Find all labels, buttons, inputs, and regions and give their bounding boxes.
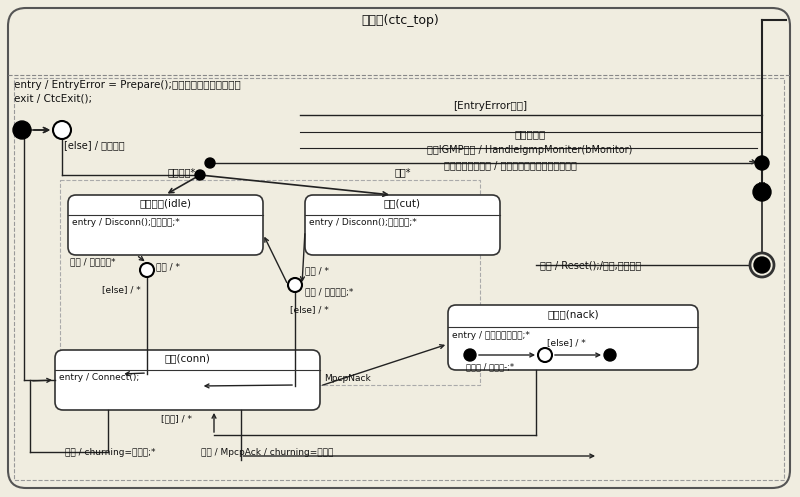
Text: [else] / 设为断开: [else] / 设为断开 bbox=[64, 140, 125, 150]
Text: 启动 / 清除空闲*: 启动 / 清除空闲* bbox=[70, 257, 115, 266]
FancyBboxPatch shape bbox=[448, 305, 698, 370]
Circle shape bbox=[754, 257, 770, 273]
Text: entry / Disconn();标记空闲;*: entry / Disconn();标记空闲;* bbox=[72, 218, 180, 227]
Circle shape bbox=[604, 349, 616, 361]
Circle shape bbox=[53, 121, 71, 139]
Text: 空闲状态(idle): 空闲状态(idle) bbox=[139, 198, 191, 208]
Circle shape bbox=[750, 253, 774, 277]
Text: 顶状态(ctc_top): 顶状态(ctc_top) bbox=[361, 14, 439, 27]
Bar bbox=[60, 180, 480, 385]
Circle shape bbox=[13, 121, 31, 139]
Circle shape bbox=[464, 349, 476, 361]
Text: entry / EntryError = Prepare();以通知实现方案进行准备: entry / EntryError = Prepare();以通知实现方案进行… bbox=[14, 80, 241, 90]
Circle shape bbox=[205, 158, 215, 168]
Circle shape bbox=[140, 263, 154, 277]
FancyBboxPatch shape bbox=[305, 195, 500, 255]
Text: entry / Disconn();标记断纤;*: entry / Disconn();标记断纤;* bbox=[309, 218, 417, 227]
FancyBboxPatch shape bbox=[68, 195, 263, 255]
Text: [超时] / *: [超时] / * bbox=[161, 414, 192, 423]
Text: 断纤 / *: 断纤 / * bbox=[156, 262, 180, 271]
Text: 断纤*: 断纤* bbox=[395, 167, 411, 177]
Text: [else] / *: [else] / * bbox=[547, 338, 586, 347]
Text: 空闲 / *: 空闲 / * bbox=[305, 266, 329, 275]
Text: 被拒绝(nack): 被拒绝(nack) bbox=[547, 309, 599, 319]
Text: 状态机错误: 状态机错误 bbox=[514, 129, 546, 139]
Text: 其他模块功能要求 / 处理及应答，应答到消息队列: 其他模块功能要求 / 处理及应答，应答到消息队列 bbox=[443, 160, 577, 170]
Text: 定时器 / 计数器-;*: 定时器 / 计数器-;* bbox=[466, 362, 514, 371]
Text: 监控IGMP请求 / HandleIgmpMoniter(bMonitor): 监控IGMP请求 / HandleIgmpMoniter(bMonitor) bbox=[427, 145, 633, 155]
FancyBboxPatch shape bbox=[8, 8, 790, 488]
Bar bbox=[14, 78, 784, 480]
Circle shape bbox=[755, 156, 769, 170]
Circle shape bbox=[753, 183, 771, 201]
Text: MpcpNack: MpcpNack bbox=[324, 374, 370, 383]
Circle shape bbox=[538, 348, 552, 362]
Text: 断纤 / Reset();/复位,不会返回: 断纤 / Reset();/复位,不会返回 bbox=[540, 260, 642, 270]
Circle shape bbox=[288, 278, 302, 292]
Text: [else] / *: [else] / * bbox=[290, 305, 329, 314]
Text: 接通 / MpcpAck / churning=第一次: 接通 / MpcpAck / churning=第一次 bbox=[201, 447, 333, 457]
Text: [EntryError有错]: [EntryError有错] bbox=[453, 101, 527, 111]
Text: 连接(conn): 连接(conn) bbox=[165, 353, 210, 363]
Text: 停止工作*: 停止工作* bbox=[168, 167, 196, 177]
Text: exit / CtcExit();: exit / CtcExit(); bbox=[14, 93, 92, 103]
Text: 接通 / churning=第一次;*: 接通 / churning=第一次;* bbox=[65, 447, 155, 457]
Text: entry / 设置超时计数器;*: entry / 设置超时计数器;* bbox=[452, 331, 530, 340]
Text: entry / Connect();: entry / Connect(); bbox=[59, 373, 139, 382]
FancyBboxPatch shape bbox=[55, 350, 320, 410]
Text: 接通 / 清除断纤;*: 接通 / 清除断纤;* bbox=[305, 287, 354, 296]
Text: [else] / *: [else] / * bbox=[102, 285, 141, 294]
Text: 已断(cut): 已断(cut) bbox=[384, 198, 421, 208]
Circle shape bbox=[195, 170, 205, 180]
